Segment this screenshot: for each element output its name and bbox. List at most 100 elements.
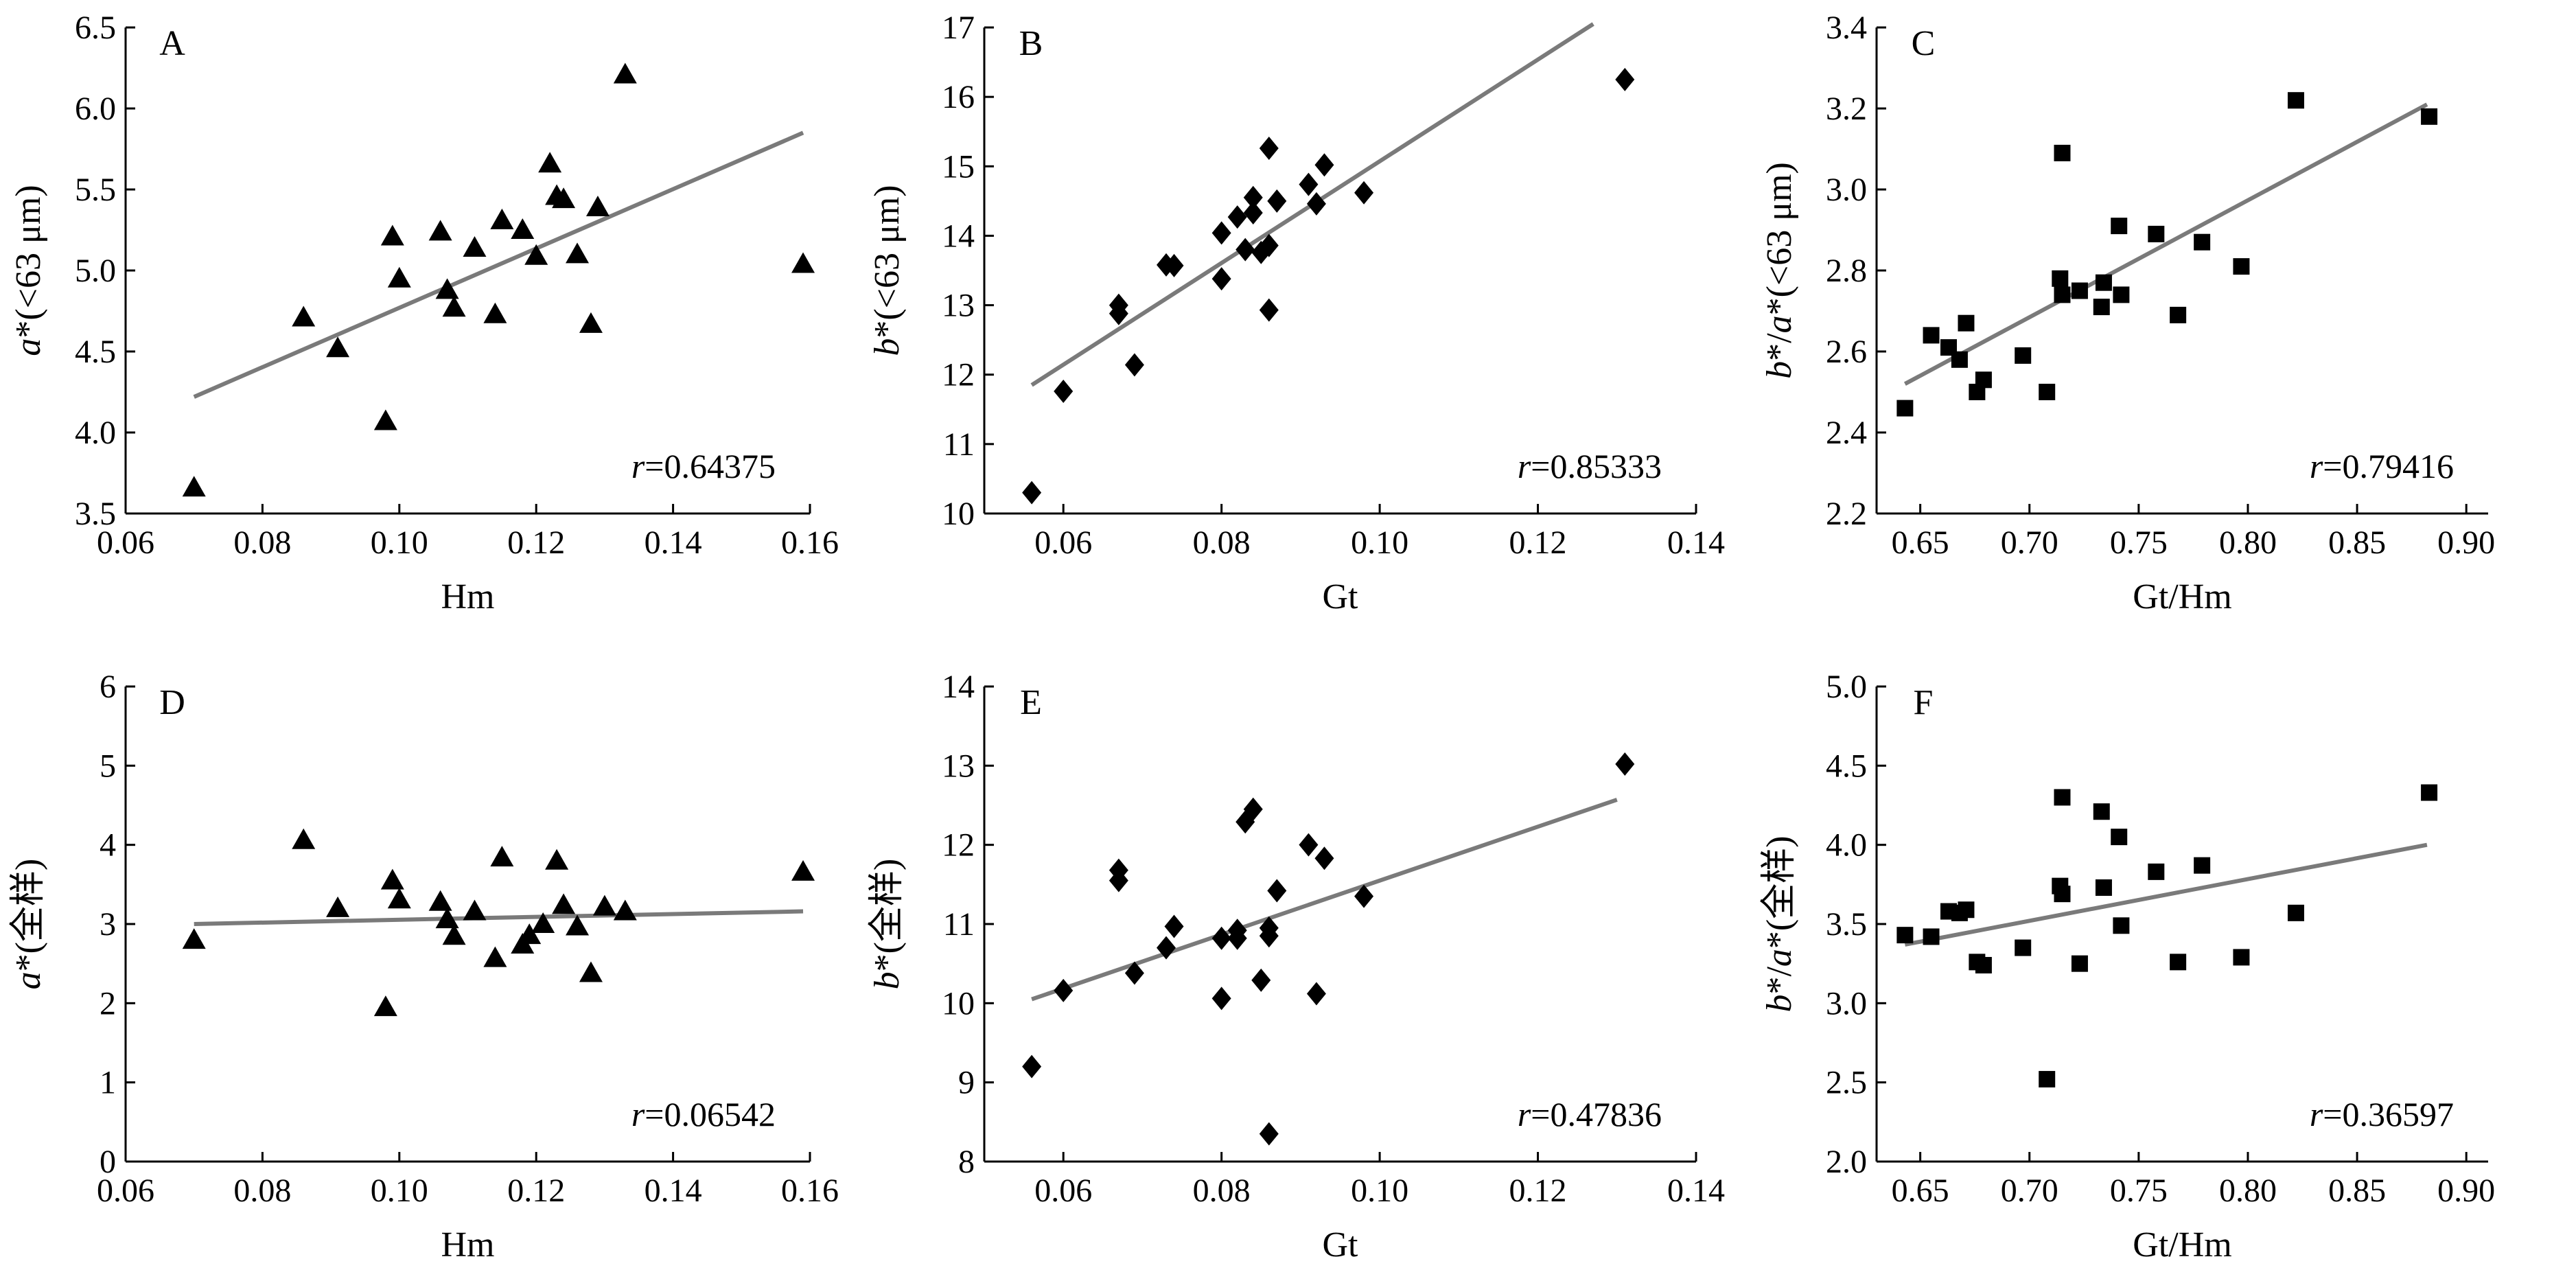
data-point (2071, 955, 2088, 972)
data-point (182, 476, 206, 497)
y-axis-title-part: *(全样) (1760, 835, 1799, 949)
data-point (1975, 956, 1992, 973)
data-point (1259, 1122, 1279, 1146)
data-point (483, 302, 507, 323)
data-point (566, 242, 590, 264)
data-point (1124, 961, 1144, 985)
y-tick-label: 0 (100, 1144, 116, 1180)
data-point (373, 995, 397, 1017)
y-tick-label: 8 (958, 1144, 975, 1180)
regression-line (1903, 102, 2428, 386)
data-point (1306, 192, 1326, 216)
data-point (1211, 926, 1231, 950)
y-tick-label: 13 (942, 748, 975, 784)
correlation-label: r=0.36597 (2310, 1095, 2454, 1133)
data-point (292, 828, 316, 849)
y-axis-title-part: *(全样) (868, 859, 907, 972)
correlation-label: r=0.06542 (631, 1095, 776, 1133)
data-point (1022, 1054, 1042, 1078)
y-tick-label: 15 (942, 148, 975, 185)
data-point (373, 409, 397, 430)
y-tick-label: 14 (942, 218, 975, 254)
x-tick-label: 0.75 (2110, 1173, 2168, 1209)
y-axis-title-part: *(<63 μm) (1760, 162, 1799, 315)
data-point (2054, 144, 2071, 161)
y-tick-label: 2.4 (1826, 415, 1867, 451)
data-point (1615, 67, 1635, 91)
data-point (387, 888, 411, 909)
y-tick-label: 3.2 (1826, 91, 1867, 127)
data-point (387, 266, 411, 288)
regression-line (1904, 842, 2428, 947)
data-point (2039, 1071, 2056, 1088)
data-point (442, 296, 466, 317)
x-tick-label: 0.08 (233, 524, 291, 561)
y-tick-label: 3 (100, 906, 116, 943)
x-tick-label: 0.14 (645, 524, 702, 561)
data-point (463, 899, 487, 921)
data-point (1109, 301, 1128, 325)
data-point (1164, 253, 1184, 277)
correlation-symbol: r (631, 447, 645, 485)
data-point (1109, 868, 1128, 892)
panel-c: 0.65 0.70 0.75 0.80 0.85 0.90 2.2 2.4 2.6 2.8 3.0 3… (1760, 10, 2495, 616)
y-tick-label: 3.4 (1826, 10, 1867, 46)
data-point (1211, 221, 1231, 245)
x-axis-title: Gt/Hm (2133, 1225, 2231, 1265)
data-point (524, 244, 548, 265)
y-tick-label: 5.0 (75, 253, 116, 289)
data-point (326, 896, 350, 917)
data-point (1054, 379, 1074, 403)
x-tick-label: 0.10 (371, 524, 428, 561)
y-tick-label: 3.5 (75, 496, 116, 532)
data-point (2111, 218, 2128, 235)
data-point (2170, 306, 2187, 323)
data-point (1227, 205, 1247, 229)
x-tick-label: 0.16 (781, 1173, 839, 1209)
data-point (2148, 225, 2165, 242)
y-axis-title: a*(全样) (9, 859, 48, 990)
correlation-value: =0.64375 (645, 447, 776, 485)
data-point (2015, 939, 2032, 956)
data-point (2054, 789, 2071, 806)
data-point (182, 928, 206, 949)
data-point (2071, 282, 2088, 299)
data-point (1157, 936, 1176, 960)
data-point (552, 893, 576, 914)
data-point (511, 218, 535, 239)
data-point (2233, 258, 2250, 275)
data-point (2111, 829, 2128, 846)
data-point (2093, 803, 2110, 820)
regression-line (1031, 798, 1618, 1002)
y-tick-label: 5.0 (1826, 669, 1867, 705)
y-tick-label: 5 (100, 748, 116, 784)
y-tick-label: 4.5 (75, 334, 116, 370)
correlation-value: =0.79416 (2323, 447, 2454, 485)
data-point (1975, 371, 1992, 389)
correlation-label: r=0.64375 (631, 447, 776, 485)
y-tick-label: 4.5 (1826, 748, 1867, 784)
x-axis-title: Hm (441, 577, 495, 616)
x-tick-label: 0.10 (1351, 1173, 1408, 1209)
data-point (1896, 400, 1914, 417)
x-tick-label: 0.90 (2437, 1173, 2495, 1209)
x-tick-label: 0.08 (1193, 1173, 1251, 1209)
data-point (1164, 914, 1184, 938)
x-axis-title: Gt (1323, 1225, 1359, 1265)
data-point (1259, 924, 1279, 948)
x-tick-label: 0.08 (233, 1173, 291, 1209)
data-point (1211, 986, 1231, 1011)
data-point (2093, 299, 2110, 316)
correlation-symbol: r (2310, 447, 2323, 485)
data-point (1923, 327, 1940, 344)
y-axis-title-part: *(<63 μm) (868, 185, 907, 338)
y-axis-title-part: */ (1760, 333, 1799, 361)
x-tick-label: 0.12 (1509, 524, 1567, 561)
data-point (2170, 954, 2187, 971)
data-point (1259, 298, 1279, 322)
y-tick-label: 5.5 (75, 172, 116, 208)
x-tick-label: 0.06 (1034, 524, 1092, 561)
x-tick-label: 0.12 (507, 524, 565, 561)
panel-letter: D (159, 683, 185, 722)
y-tick-label: 10 (942, 985, 975, 1022)
